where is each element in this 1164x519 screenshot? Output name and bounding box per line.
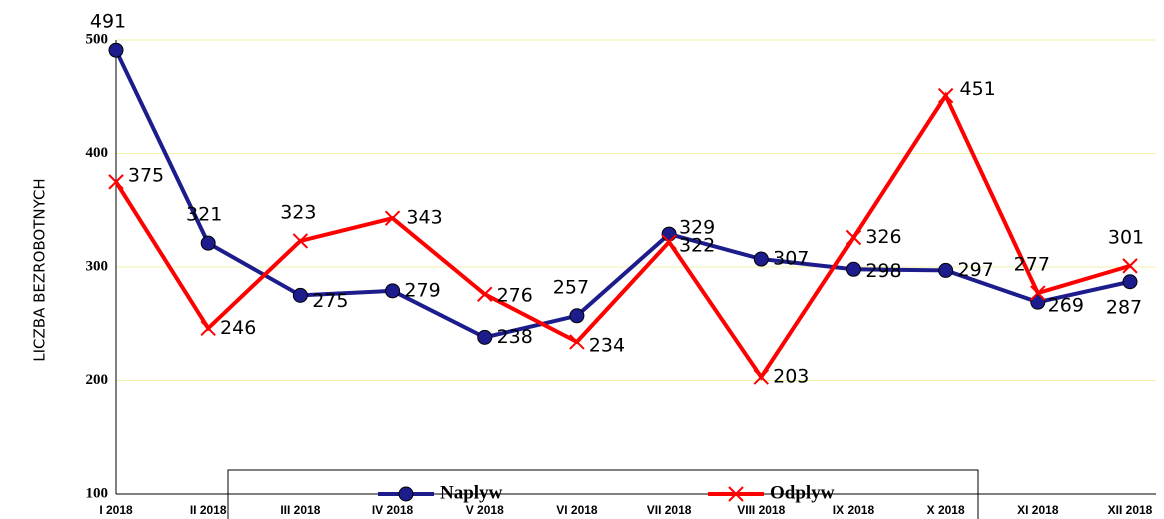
data-label: 322	[679, 235, 715, 257]
marker	[569, 334, 585, 350]
x-tick-label: II 2018	[190, 503, 227, 517]
marker	[753, 369, 769, 385]
marker	[108, 42, 124, 58]
data-label: 323	[280, 201, 316, 223]
x-tick-label: I 2018	[99, 503, 133, 517]
marker	[108, 174, 124, 190]
data-label: 269	[1048, 295, 1084, 317]
marker	[477, 329, 493, 345]
x-tick-label: VI 2018	[556, 503, 598, 517]
y-tick-label: 400	[86, 145, 109, 161]
line	[114, 91, 1131, 381]
data-label: 321	[186, 204, 222, 226]
legend-label: Odplyw	[770, 482, 835, 503]
x-tick-label: XII 2018	[1108, 503, 1153, 517]
data-label: 238	[497, 326, 533, 348]
data-label: 275	[312, 290, 348, 312]
marker	[845, 261, 861, 277]
marker	[937, 87, 954, 104]
data-label: 329	[679, 217, 715, 239]
data-label: 298	[865, 260, 901, 282]
x-tick-label: IV 2018	[372, 503, 414, 517]
x-tick-label: X 2018	[927, 503, 965, 517]
x-tick-label: VIII 2018	[737, 503, 785, 517]
marker	[384, 210, 401, 226]
data-label: 307	[773, 248, 809, 270]
marker	[385, 283, 401, 299]
data-label: 297	[958, 259, 994, 281]
y-tick-label: 500	[86, 31, 109, 47]
x-tick-label: III 2018	[280, 503, 320, 517]
data-label: 246	[220, 317, 256, 339]
x-tick-label: XI 2018	[1017, 503, 1059, 517]
legend-box	[227, 469, 979, 519]
data-label: 375	[128, 164, 164, 186]
marker	[845, 229, 862, 246]
marker	[661, 226, 677, 242]
data-label: 277	[1014, 254, 1050, 276]
y-tick-label: 300	[86, 258, 109, 274]
data-label: 301	[1108, 226, 1144, 248]
legend-marker	[398, 486, 414, 502]
data-label: 343	[406, 207, 442, 229]
marker	[569, 308, 585, 324]
marker	[292, 287, 308, 303]
y-tick-label: 200	[86, 372, 109, 388]
marker	[477, 286, 493, 302]
data-label: 451	[960, 78, 996, 100]
marker	[753, 251, 769, 267]
marker	[938, 262, 954, 278]
x-tick-label: IX 2018	[833, 503, 875, 517]
x-tick-label: VII 2018	[647, 503, 692, 517]
line	[114, 49, 1131, 340]
marker	[1030, 294, 1046, 310]
marker	[1122, 258, 1138, 274]
legend-label: Naplyw	[440, 482, 503, 503]
data-label: 276	[497, 285, 533, 307]
marker	[292, 233, 309, 249]
y-axis-label: LICZBA BEZROBOTNYCH	[31, 178, 49, 361]
marker	[1030, 285, 1046, 301]
x-tick-label: V 2018	[466, 503, 504, 517]
y-tick-label: 100	[86, 485, 109, 501]
data-label: 234	[589, 334, 625, 356]
data-label: 326	[865, 226, 901, 248]
marker	[200, 320, 216, 336]
data-label: 279	[404, 279, 440, 301]
data-label: 491	[90, 11, 126, 33]
marker	[661, 234, 677, 250]
legend-marker	[728, 486, 744, 502]
marker	[200, 235, 216, 251]
data-label: 203	[773, 366, 809, 388]
data-label: 257	[553, 276, 589, 298]
data-label: 287	[1106, 296, 1142, 318]
marker	[1122, 274, 1138, 290]
